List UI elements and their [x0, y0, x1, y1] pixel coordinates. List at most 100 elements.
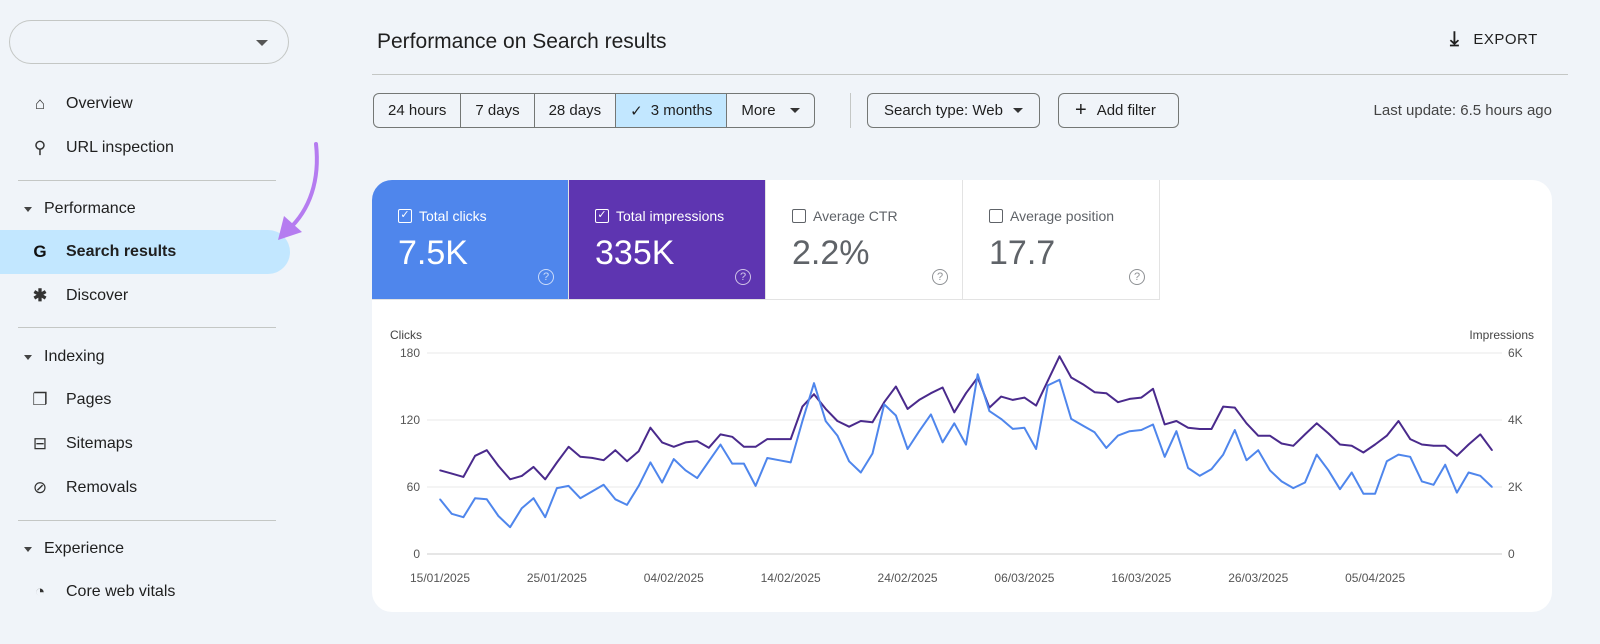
property-selector[interactable] [9, 20, 289, 64]
sitemap-icon: ⊟ [32, 434, 48, 453]
impressions-series-line [439, 355, 1493, 481]
help-icon[interactable]: ? [932, 269, 948, 285]
sidebar-item-removals[interactable]: ⊘ Removals [0, 466, 290, 510]
metric-total-impressions[interactable]: ✓ Total impressions 335K? [569, 180, 766, 300]
export-button[interactable]: ⤓ EXPORT [1450, 28, 1538, 51]
impressions-point [766, 438, 769, 440]
clicks-point [1467, 471, 1470, 474]
chevron-down-icon [256, 40, 268, 46]
divider [18, 520, 276, 521]
clicks-point [836, 434, 839, 437]
clicks-point [1210, 468, 1213, 470]
impressions-point [1350, 444, 1353, 447]
impressions-point [778, 438, 780, 440]
impressions-point [649, 426, 652, 429]
impressions-point [626, 460, 628, 463]
impressions-point [696, 440, 698, 442]
clicks-point [509, 526, 511, 528]
range-more[interactable]: More [727, 94, 813, 127]
impressions-point [1093, 391, 1096, 393]
clicks-point [1070, 418, 1072, 420]
x-tick-label: 16/03/2025 [1111, 571, 1171, 585]
checkbox-checked-icon[interactable]: ✓ [398, 209, 412, 223]
clicks-point [439, 498, 441, 501]
clicks-point [1339, 488, 1341, 491]
metric-average-position[interactable]: Average position 17.7? [963, 180, 1160, 300]
annotation-arrow-icon [278, 142, 319, 240]
clicks-point [614, 498, 617, 501]
metric-average-ctr[interactable]: Average CTR 2.2%? [766, 180, 963, 300]
impressions-point [941, 386, 944, 389]
right-tick-label: 2K [1508, 480, 1523, 494]
sidebar-item-url-inspection[interactable]: ⚲ URL inspection [0, 126, 290, 170]
checkbox-unchecked-icon[interactable] [989, 209, 1003, 223]
checkbox-checked-icon[interactable]: ✓ [595, 209, 609, 223]
clicks-point [591, 490, 593, 493]
help-icon[interactable]: ? [538, 269, 554, 285]
clicks-point [1198, 475, 1201, 477]
impressions-point [579, 456, 582, 458]
clicks-point [1292, 487, 1295, 489]
impressions-point [1163, 423, 1166, 426]
impressions-point [1491, 449, 1493, 451]
impressions-point [1409, 438, 1411, 440]
metric-total-clicks[interactable]: ✓ Total clicks 7.5K? [372, 180, 569, 300]
impressions-point [895, 385, 897, 388]
impressions-point [532, 466, 535, 468]
clicks-point [941, 441, 944, 444]
divider [850, 93, 851, 128]
impressions-point [1175, 420, 1178, 422]
impressions-point [591, 457, 593, 459]
sidebar-item-search-results[interactable]: G Search results [0, 230, 290, 274]
performance-card: ✓ Total clicks 7.5K? ✓ Total impressions 335… [372, 180, 1552, 612]
impressions-point [1245, 422, 1248, 425]
gauge-icon: ◔ [34, 582, 46, 601]
search-type-dropdown[interactable]: Search type: Web [867, 93, 1040, 128]
checkbox-unchecked-icon[interactable] [792, 209, 806, 223]
help-icon[interactable]: ? [735, 269, 751, 285]
impressions-point [1386, 434, 1388, 437]
google-g-icon: G [33, 242, 47, 261]
impressions-point [1198, 428, 1201, 430]
clicks-point [860, 471, 862, 474]
range-7-days[interactable]: 7 days [461, 94, 535, 127]
clicks-point [1409, 456, 1411, 458]
clicks-point [1047, 384, 1049, 387]
sidebar-item-core-web-vitals[interactable]: ◔ Core web vitals [0, 570, 290, 614]
sidebar-item-sitemaps[interactable]: ⊟ Sitemaps [0, 422, 290, 466]
clicks-point [1245, 459, 1248, 461]
impressions-point [930, 392, 932, 394]
clicks-point [684, 469, 687, 472]
x-tick-label: 05/04/2025 [1345, 571, 1405, 585]
section-indexing[interactable]: Indexing [24, 348, 105, 366]
range-3-months[interactable]: ✓ 3 months [616, 94, 728, 127]
impressions-point [871, 421, 874, 424]
sidebar-item-label: Removals [66, 479, 138, 496]
impressions-point [1432, 444, 1435, 447]
impressions-point [1374, 443, 1376, 446]
sidebar-item-label: Discover [66, 287, 129, 304]
clicks-point [672, 458, 675, 460]
impressions-point [953, 411, 956, 414]
sidebar-item-discover[interactable]: ✱ Discover [0, 274, 290, 318]
clicks-point [462, 516, 465, 518]
clicks-point [1315, 453, 1318, 456]
clicks-point [731, 462, 734, 465]
impressions-point [556, 461, 558, 464]
sidebar-item-pages[interactable]: ❐ Pages [0, 378, 290, 422]
section-performance[interactable]: Performance [24, 200, 136, 218]
section-experience[interactable]: Experience [24, 540, 124, 558]
right-tick-label: 6K [1508, 346, 1523, 360]
range-28-days[interactable]: 28 days [535, 94, 617, 127]
add-filter-button[interactable]: + Add filter [1058, 93, 1179, 128]
clicks-point [1082, 424, 1084, 427]
sidebar-item-overview[interactable]: ⌂ Overview [0, 82, 290, 126]
eye-off-icon: ⊘ [32, 478, 48, 497]
range-24-hours[interactable]: 24 hours [374, 94, 462, 127]
impressions-point [824, 408, 827, 410]
help-icon[interactable]: ? [1129, 269, 1145, 285]
right-tick-label: 0 [1508, 547, 1515, 561]
clicks-point [474, 497, 476, 499]
clicks-point [1327, 469, 1330, 472]
clicks-point [1397, 453, 1400, 456]
